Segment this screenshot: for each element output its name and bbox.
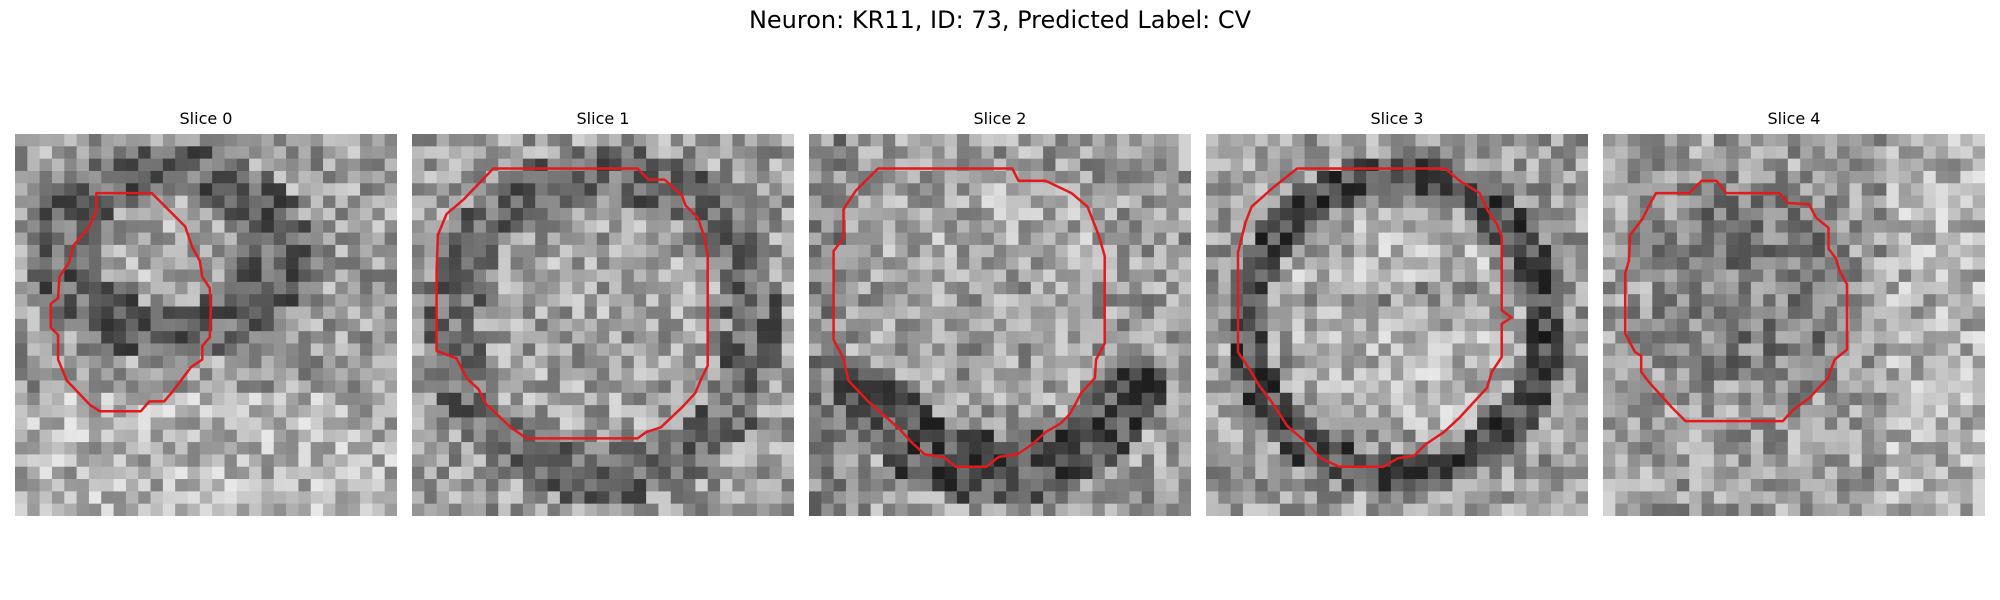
noise-pixel-grid [1603,134,1985,516]
slice-image [15,134,397,516]
segmentation-contour [1623,179,1849,423]
slice-panel-0: Slice 0 [15,108,397,516]
slice-title: Slice 1 [576,109,630,128]
slice-panel-4: Slice 4 [1603,108,1985,516]
noise-pixel-grid [809,134,1191,516]
slice-image [1603,134,1985,516]
slice-panel-2: Slice 2 [809,108,1191,516]
slice-image-canvas [809,134,1191,516]
segmentation-contour [49,191,213,413]
segmentation-contour [832,167,1106,468]
slice-title: Slice 3 [1370,109,1424,128]
figure-title: Neuron: KR11, ID: 73, Predicted Label: C… [748,6,1252,34]
segmentation-contour [435,167,709,440]
slice-panel-1: Slice 1 [412,108,794,516]
slice-title: Slice 4 [1767,109,1821,128]
slice-title: Slice 2 [973,109,1027,128]
noise-pixel-grid [412,134,794,516]
slice-title: Slice 0 [179,109,233,128]
slice-image [1206,134,1588,516]
slice-panel-3: Slice 3 [1206,108,1588,516]
slice-image-canvas [1603,134,1985,516]
slice-image-canvas [1206,134,1588,516]
noise-pixel-grid [15,134,397,516]
slice-image [412,134,794,516]
segmentation-contour [1236,167,1513,468]
slice-image-canvas [15,134,397,516]
slice-image [809,134,1191,516]
slice-image-canvas [412,134,794,516]
